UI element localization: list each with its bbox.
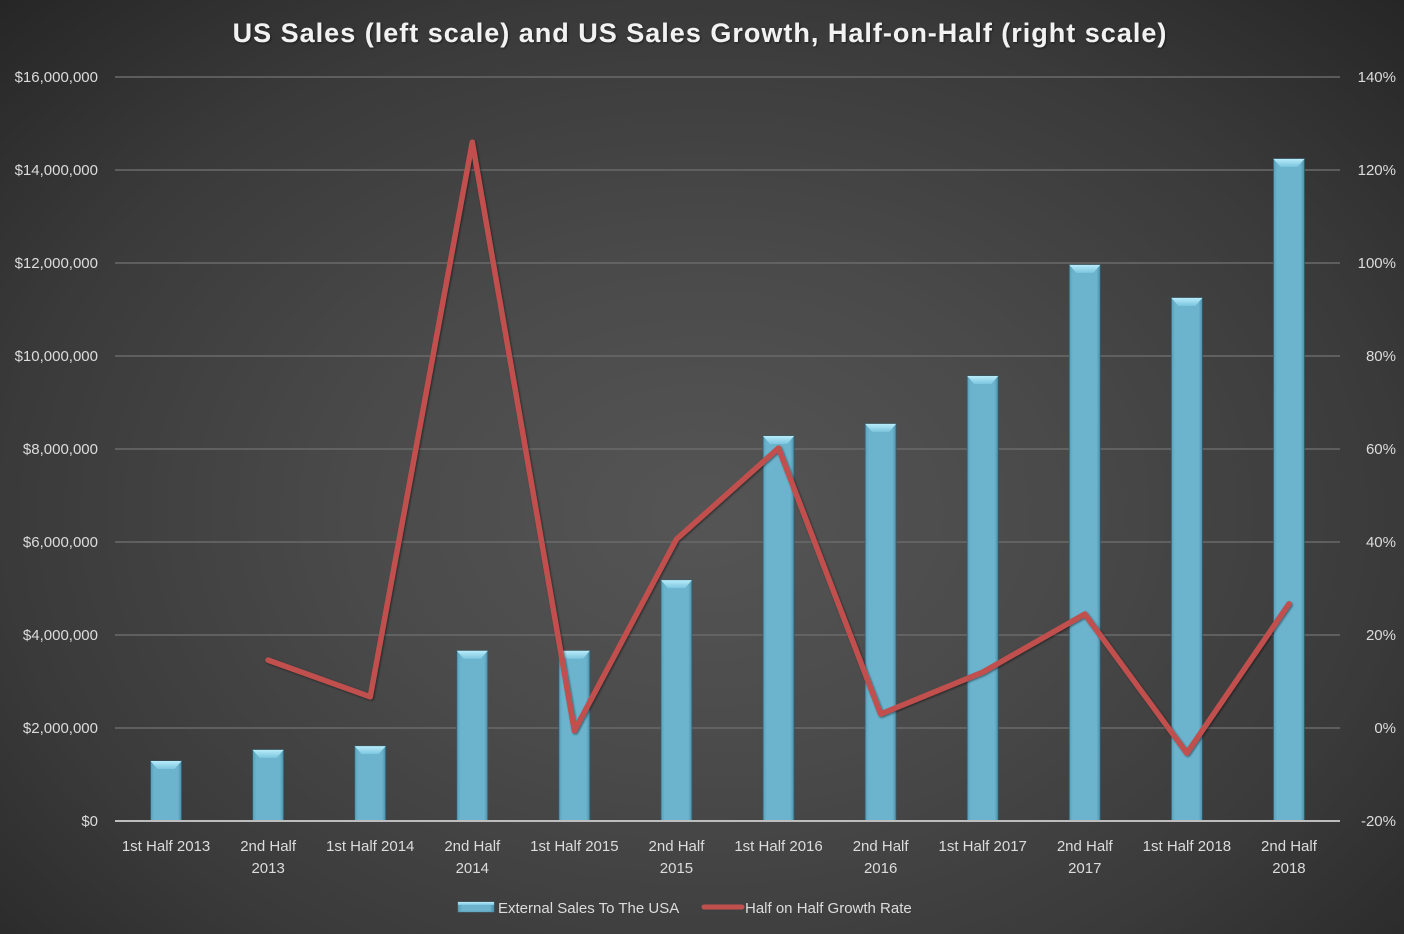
bar	[1068, 264, 1101, 822]
bar-bevel-top	[150, 761, 182, 770]
category-label: 1st Half 2017	[939, 838, 1027, 855]
category-label: 2nd Half	[649, 838, 706, 855]
category-label: 1st Half 2014	[326, 838, 414, 855]
bar-bevel-top	[967, 375, 999, 384]
bar-bevel-top	[558, 650, 590, 659]
gridlines	[115, 76, 1340, 729]
bar	[354, 745, 387, 822]
right-tick-label: 120%	[1358, 162, 1396, 179]
bar-body	[864, 423, 897, 822]
legend-item-sales[interactable]: External Sales To The USA	[457, 900, 679, 917]
bar-body	[762, 435, 795, 822]
left-tick-label: $8,000,000	[23, 441, 98, 458]
category-label: 2018	[1272, 860, 1305, 877]
bar-body	[456, 650, 489, 822]
right-tick-label: 140%	[1358, 69, 1396, 86]
bar-bevel-top	[1069, 264, 1101, 273]
category-label: 1st Half 2013	[122, 838, 210, 855]
bar-bevel-top	[1171, 297, 1203, 306]
left-tick-label: $6,000,000	[23, 534, 98, 551]
bar	[456, 650, 489, 822]
bar-bevel-top	[354, 746, 386, 755]
category-label: 2nd Half	[240, 838, 297, 855]
right-tick-label: 100%	[1358, 255, 1396, 272]
left-tick-label: $4,000,000	[23, 627, 98, 644]
bar-bevel-top	[1273, 158, 1305, 167]
bar	[252, 749, 285, 822]
legend-label-sales: External Sales To The USA	[498, 900, 679, 917]
category-label: 1st Half 2018	[1143, 838, 1231, 855]
bar-bevel-top	[763, 435, 795, 444]
category-label: 2nd Half	[444, 838, 501, 855]
bar-body	[966, 375, 999, 822]
bar	[864, 423, 897, 822]
category-label: 2nd Half	[1261, 838, 1318, 855]
legend-swatch-bar-cap	[458, 902, 494, 905]
bar	[762, 435, 795, 822]
right-tick-label: 40%	[1366, 534, 1396, 551]
bar-body	[1273, 158, 1305, 822]
left-tick-label: $16,000,000	[15, 69, 98, 86]
bar-bevel-top	[456, 650, 488, 659]
category-label: 2014	[456, 860, 489, 877]
bar-bevel-top	[865, 423, 897, 432]
category-label: 2nd Half	[853, 838, 910, 855]
category-label: 1st Half 2016	[734, 838, 822, 855]
bar-body	[150, 760, 182, 822]
left-tick-label: $12,000,000	[15, 255, 98, 272]
left-tick-label: $2,000,000	[23, 720, 98, 737]
bar-body	[354, 745, 387, 822]
left-tick-label: $10,000,000	[15, 348, 98, 365]
right-tick-label: 60%	[1366, 441, 1396, 458]
legend-label-growth: Half on Half Growth Rate	[745, 900, 912, 917]
legend-item-growth[interactable]: Half on Half Growth Rate	[701, 900, 912, 917]
left-tick-label: $0	[81, 813, 98, 830]
category-label: 2015	[660, 860, 693, 877]
bar	[966, 375, 999, 822]
bar	[1273, 158, 1305, 822]
growth-line	[265, 139, 1292, 756]
bar-bevel-top	[252, 749, 284, 758]
bar-series	[150, 158, 1305, 822]
bar-bevel-top	[660, 580, 692, 589]
category-label: 2016	[864, 860, 897, 877]
category-label: 1st Half 2015	[530, 838, 618, 855]
bar	[150, 760, 182, 822]
right-tick-label: -20%	[1361, 813, 1396, 830]
category-label: 2nd Half	[1057, 838, 1114, 855]
legend: External Sales To The USA Half on Half G…	[457, 900, 912, 917]
right-tick-label: 80%	[1366, 348, 1396, 365]
bar-body	[1068, 264, 1101, 822]
right-tick-label: 20%	[1366, 627, 1396, 644]
left-axis: $0 $2,000,000 $4,000,000 $6,000,000 $8,000,0…	[15, 69, 98, 830]
line-series	[265, 139, 1292, 756]
bar-body	[660, 579, 693, 822]
x-axis: 1st Half 2013 2nd Half 2013 1st Half 2014 2n…	[122, 838, 1318, 877]
right-axis: -20% 0% 20% 40% 60% 80% 100% 120% 140%	[1358, 69, 1396, 830]
bar	[660, 579, 693, 822]
category-label: 2017	[1068, 860, 1101, 877]
right-tick-label: 0%	[1374, 720, 1396, 737]
left-tick-label: $14,000,000	[15, 162, 98, 179]
bar-body	[252, 749, 285, 822]
chart-title: US Sales (left scale) and US Sales Growt…	[233, 18, 1168, 48]
category-label: 2013	[251, 860, 284, 877]
